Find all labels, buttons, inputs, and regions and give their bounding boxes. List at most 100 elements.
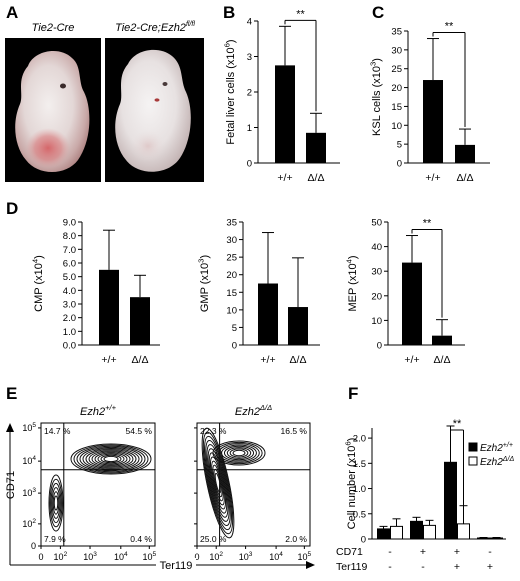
chart-b: 0 1 2 3 4 +/+ Δ/Δ Fetal liver cells (x106) ** (223, 8, 340, 184)
quadrant-percent-top-right: 16.5 % (281, 426, 308, 436)
contour-line (208, 452, 228, 514)
category-label: Δ/Δ (290, 354, 307, 366)
x-axis-arrowhead (306, 561, 315, 569)
x-tick-label: 104 (269, 551, 283, 562)
y-tick-label: 5 (397, 140, 402, 151)
flow-x-axis-label: Ter119 (160, 560, 193, 572)
y-tick-label: 15 (391, 102, 402, 113)
quadrant-percent-bottom-right: 2.0 % (285, 534, 307, 544)
panel-label-c: C (372, 3, 384, 22)
x-tick-label: 102 (209, 551, 223, 562)
category-label: Δ/Δ (457, 172, 474, 184)
category-label: +/+ (404, 354, 419, 366)
bar (275, 65, 295, 163)
x-tick-label: 0 (38, 552, 43, 562)
legend-swatch (468, 456, 478, 466)
panel-a-photo-right (105, 38, 204, 182)
y-tick-label: 15 (226, 288, 237, 299)
y-tick-label: 7.0 (63, 245, 76, 256)
y-tick-label: 0 (31, 541, 36, 551)
y-tick-label: 5.0 (63, 272, 76, 283)
contour-line (52, 491, 60, 515)
chart-d1: 0.0 1.0 2.0 3.0 4.0 5.0 6.0 7.0 8.0 9.0 +/+ Δ/Δ CMP … (31, 218, 160, 366)
condition-marker: + (454, 561, 460, 573)
category-label: +/+ (260, 354, 275, 366)
flow-plot-wildtype: 14.7 % 54.5 % 7.9 % 0.4 % Ezh2+/+ 0 102 103 104 1… (22, 403, 156, 562)
bar (455, 144, 475, 163)
contour-line (94, 452, 128, 466)
quadrant-percent-bottom-left: 25.0 % (200, 534, 227, 544)
y-axis-label: MEP (x104) (345, 255, 359, 311)
bar (130, 297, 150, 345)
panel-label-a: A (6, 3, 18, 22)
contour-line (229, 448, 249, 458)
significance-label: ** (445, 21, 454, 33)
bar (410, 520, 423, 540)
y-tick-label: 10 (391, 121, 402, 132)
y-tick-label: 10 (226, 305, 237, 316)
x-tick-label: 105 (298, 551, 312, 562)
flow-plot-knockout: 22.3 % 16.5 % 25.0 % 2.0 % Ezh2Δ/Δ 0 102 103 104… (194, 403, 312, 562)
contour-line (82, 448, 140, 470)
y-tick-label: 20 (371, 291, 382, 302)
bar (423, 524, 436, 540)
x-tick-label: 103 (239, 551, 253, 562)
y-tick-label: 25 (391, 64, 402, 75)
legend-label: Ezh2Δ/Δ (480, 456, 514, 468)
chart-d3: 0 10 20 30 40 50 +/+ Δ/Δ MEP (x104) ** (345, 218, 465, 366)
y-tick-label: 30 (226, 235, 237, 246)
bar (390, 525, 403, 540)
category-label: +/+ (425, 172, 440, 184)
contour-line (232, 449, 246, 457)
y-tick-label: 1.0 (353, 484, 366, 495)
panel-a-right-title: Tie2-Cre;Ezh2fl/fl (115, 21, 195, 34)
quadrant-percent-top-right: 54.5 % (126, 426, 153, 436)
x-tick-label: 0 (194, 552, 199, 562)
condition-row-label: CD71 (336, 546, 363, 558)
bar (306, 132, 326, 163)
contour-line (70, 443, 152, 475)
y-tick-label: 2 (247, 88, 252, 99)
significance-label: ** (423, 218, 432, 230)
category-label: Δ/Δ (308, 172, 325, 184)
y-tick-label: 35 (391, 27, 402, 38)
x-tick-label: 103 (83, 551, 97, 562)
bar (444, 461, 457, 540)
bar (490, 537, 503, 540)
contour-line (88, 450, 134, 468)
y-tick-label: 104 (22, 455, 36, 466)
contour-line (207, 448, 229, 518)
y-tick-label: 0.0 (63, 341, 76, 352)
category-label: Δ/Δ (434, 354, 451, 366)
flow-y-axis-label: CD71 (5, 471, 17, 499)
y-tick-label: 1.0 (63, 327, 76, 338)
panel-label-e: E (6, 384, 17, 403)
y-axis-label: GMP (x103) (197, 255, 211, 312)
y-tick-label: 5 (232, 323, 237, 334)
condition-marker: - (421, 561, 425, 573)
significance-label: ** (296, 8, 305, 20)
chart-c: 0 5 10 15 20 25 30 35 +/+ Δ/Δ KSL cells (x103) ** (369, 21, 490, 184)
y-tick-label: 40 (371, 242, 382, 253)
contour-line (211, 460, 225, 506)
flow-plot-title: Ezh2+/+ (80, 403, 117, 418)
contour-line (212, 440, 266, 466)
y-tick-label: 20 (391, 83, 402, 94)
quadrant-percent-bottom-left: 7.9 % (44, 534, 66, 544)
contour-line (49, 478, 63, 528)
contour-line (51, 487, 61, 519)
contour-line (205, 440, 231, 526)
y-tick-label: 3.0 (63, 300, 76, 311)
x-tick-label: 105 (142, 551, 156, 562)
category-label: Δ/Δ (132, 354, 149, 366)
y-tick-label: 1 (247, 123, 252, 134)
y-tick-label: 2.0 (63, 313, 76, 324)
y-tick-label: 0 (232, 341, 237, 352)
contour-line (215, 441, 263, 465)
condition-marker: + (454, 546, 460, 558)
condition-marker: - (388, 561, 392, 573)
contour-line (226, 447, 252, 459)
contour-line (218, 443, 260, 463)
